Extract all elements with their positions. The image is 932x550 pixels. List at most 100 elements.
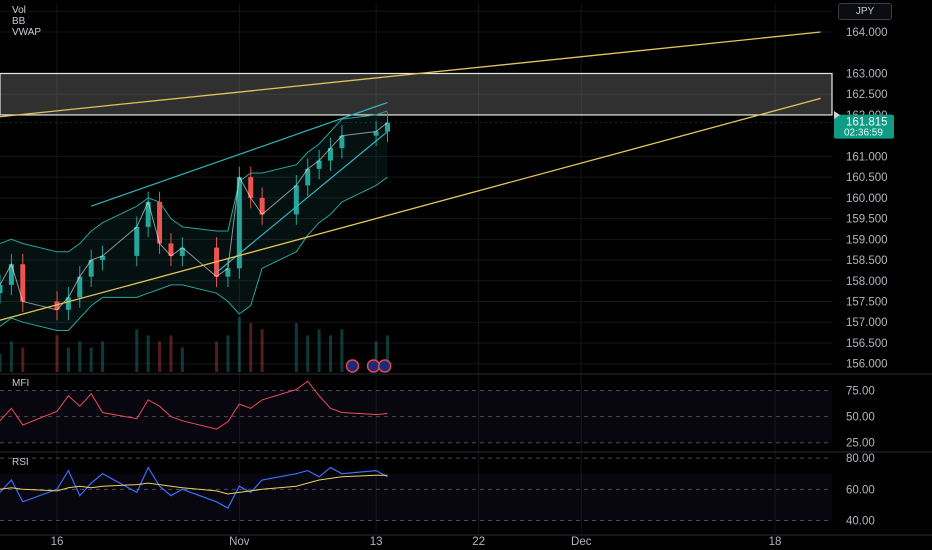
candle: [134, 226, 140, 256]
mfi-tick-label: 75.00: [846, 386, 875, 398]
volume-bar: [215, 341, 219, 372]
volume-bar: [329, 335, 333, 372]
bollinger-upper: [0, 110, 388, 253]
volume-bar: [135, 329, 139, 372]
mfi-pane-label[interactable]: MFI: [12, 378, 30, 389]
volume-bar: [55, 335, 59, 372]
volume-bar: [66, 347, 70, 372]
time-tick-label: 18: [769, 536, 782, 548]
legend-vwap[interactable]: VWAP: [12, 27, 42, 38]
volume-bar: [317, 329, 321, 372]
price-tick-label: 160.500: [846, 172, 888, 184]
price-badge-countdown: 02:36:59: [844, 128, 883, 139]
volume-bar: [260, 329, 264, 372]
price-tick-label: 157.000: [846, 317, 888, 329]
price-tick-label: 160.000: [846, 193, 888, 205]
legend-bb[interactable]: BB: [12, 16, 26, 27]
price-badge-value: 161.815: [846, 117, 888, 129]
rsi-tick-label: 40.00: [846, 516, 875, 528]
candle: [54, 301, 60, 310]
price-tick-label: 162.500: [846, 89, 888, 101]
economic-event-icon: [345, 359, 360, 373]
volume-bar: [158, 341, 162, 372]
candle: [339, 135, 345, 149]
price-tick-label: 159.500: [846, 214, 888, 226]
volume-bar: [340, 329, 344, 372]
candle: [157, 202, 163, 244]
mfi-line: [0, 380, 388, 430]
rsi-ma-line: [0, 474, 388, 495]
volume-bar: [21, 347, 25, 372]
time-tick-label: Nov: [229, 536, 250, 548]
volume-bar: [294, 323, 298, 372]
candle: [248, 177, 254, 198]
candle: [8, 264, 14, 285]
candle: [77, 276, 83, 298]
rsi-tick-label: 60.00: [846, 484, 875, 496]
candle: [293, 185, 299, 215]
price-tick-label: 164.000: [846, 27, 888, 39]
volume-bar: [306, 335, 310, 372]
candle: [168, 243, 174, 256]
candle: [100, 255, 106, 261]
economic-event-icon: [366, 359, 381, 373]
price-tick-label: 158.500: [846, 255, 888, 267]
candle: [259, 197, 265, 215]
bollinger-fill: [0, 110, 388, 331]
volume-bar: [374, 341, 378, 372]
price-tick-label: 159.000: [846, 234, 888, 246]
candle: [225, 268, 231, 277]
volume-bar: [226, 335, 230, 372]
candle: [0, 284, 3, 294]
mfi-tick-label: 50.00: [846, 412, 875, 424]
price-badge: [834, 114, 894, 139]
volume-bar: [180, 347, 184, 372]
price-tick-label: 163.000: [846, 68, 888, 80]
zone-marker-icon: [834, 110, 840, 119]
candle: [316, 160, 322, 169]
rsi-tick-label: 80.00: [846, 453, 875, 465]
rsi-pane-label[interactable]: RSI: [12, 457, 29, 468]
indicator-legend: Vol BB VWAP: [12, 5, 41, 38]
price-tick-label: 157.500: [846, 297, 888, 309]
time-tick-label: 22: [472, 536, 485, 548]
time-tick-label: 16: [51, 536, 64, 548]
volume-bar: [237, 317, 241, 372]
wedge-upper-line: [90, 101, 388, 207]
rsi-line: [0, 466, 388, 509]
mfi-tick-label: 25.00: [846, 438, 875, 450]
time-tick-label: Dec: [571, 536, 592, 548]
candle: [385, 122, 391, 132]
wedge-lower-line: [216, 131, 388, 273]
volume-bar: [386, 335, 390, 372]
candle: [236, 177, 242, 269]
candle: [88, 260, 94, 277]
mfi-band: [0, 390, 832, 443]
legend-vol[interactable]: Vol: [12, 5, 26, 16]
candle: [305, 168, 311, 186]
candle: [20, 264, 26, 302]
volume-bar: [146, 335, 150, 372]
price-tick-label: 158.000: [846, 276, 888, 288]
candle: [373, 131, 379, 136]
volume-bar: [101, 341, 105, 372]
resistance-zone: [0, 72, 833, 116]
currency-button[interactable]: JPY: [838, 3, 892, 20]
trendline-1: [0, 31, 821, 118]
volume-bar: [169, 335, 173, 372]
rsi-band: [0, 473, 832, 521]
volume-bar: [0, 353, 2, 372]
candle: [145, 202, 151, 227]
price-line: [0, 122, 388, 311]
economic-event-icon: [377, 359, 392, 373]
volume-bar: [78, 341, 82, 372]
trendline-2: [0, 97, 821, 321]
volume-bar: [9, 341, 13, 372]
candle: [65, 297, 71, 310]
volume-bar: [89, 347, 93, 372]
price-tick-label: 156.500: [846, 338, 888, 350]
price-tick-label: 161.000: [846, 151, 888, 163]
bollinger-lower: [0, 176, 388, 331]
volume-bar: [249, 323, 253, 372]
